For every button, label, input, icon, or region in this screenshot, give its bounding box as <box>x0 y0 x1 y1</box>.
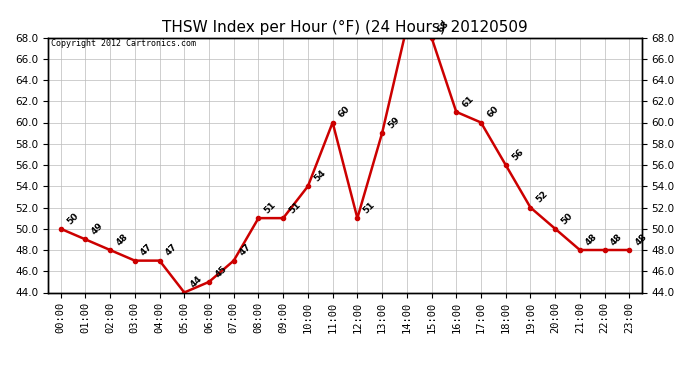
Text: 61: 61 <box>460 94 475 109</box>
Text: 48: 48 <box>584 232 600 247</box>
Text: 51: 51 <box>263 200 278 215</box>
Text: 60: 60 <box>485 105 500 120</box>
Text: 51: 51 <box>362 200 377 215</box>
Text: 51: 51 <box>287 200 302 215</box>
Text: 44: 44 <box>188 274 204 290</box>
Text: 47: 47 <box>164 243 179 258</box>
Text: 45: 45 <box>213 264 228 279</box>
Text: 50: 50 <box>65 211 80 226</box>
Text: 56: 56 <box>510 147 525 162</box>
Text: 69: 69 <box>0 374 1 375</box>
Text: 52: 52 <box>535 189 550 205</box>
Text: 47: 47 <box>139 243 155 258</box>
Text: 59: 59 <box>386 115 402 130</box>
Text: 68: 68 <box>435 20 451 35</box>
Text: 48: 48 <box>609 232 624 247</box>
Text: 49: 49 <box>90 221 105 237</box>
Text: 48: 48 <box>633 232 649 247</box>
Title: THSW Index per Hour (°F) (24 Hours) 20120509: THSW Index per Hour (°F) (24 Hours) 2012… <box>162 20 528 35</box>
Text: 47: 47 <box>238 243 253 258</box>
Text: 60: 60 <box>337 105 352 120</box>
Text: Copyright 2012 Cartronics.com: Copyright 2012 Cartronics.com <box>51 39 196 48</box>
Text: 50: 50 <box>560 211 575 226</box>
Text: 48: 48 <box>115 232 130 247</box>
Text: 54: 54 <box>312 168 327 183</box>
